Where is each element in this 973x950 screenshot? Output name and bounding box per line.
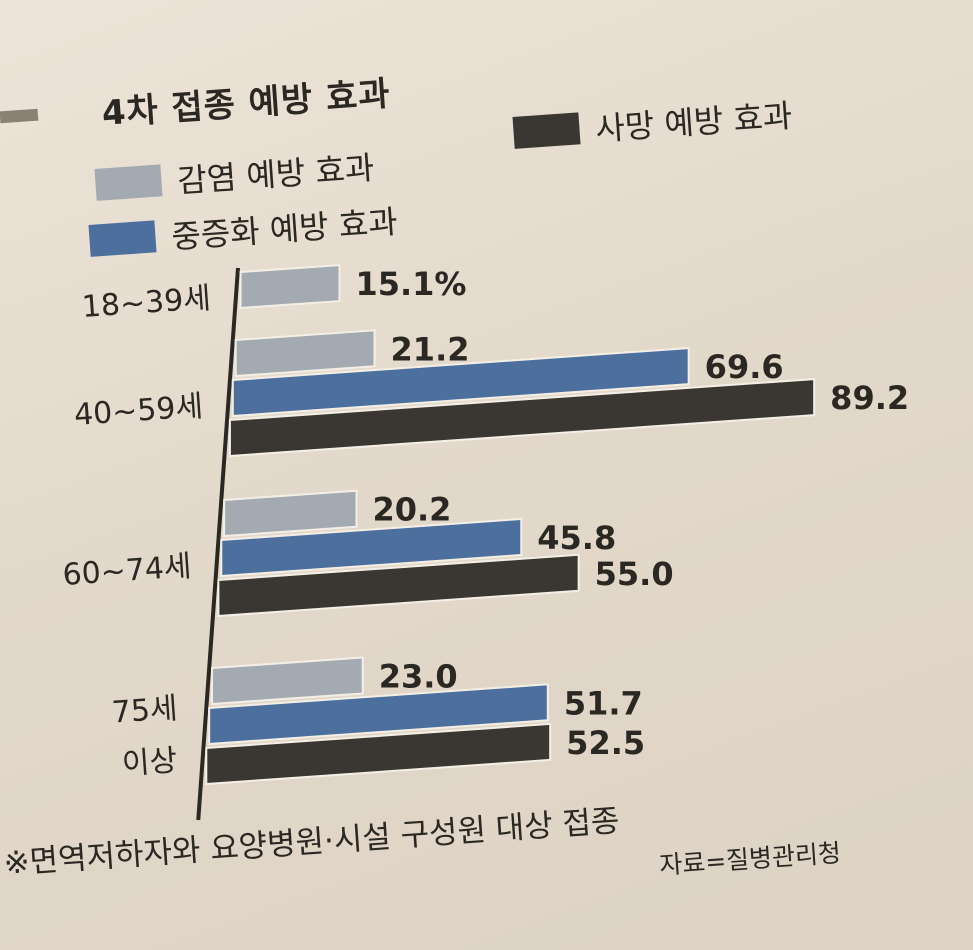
bar-severe-3 [208, 683, 549, 746]
category-label-3-line1: 이상 [121, 743, 179, 782]
bar-death-3 [205, 722, 552, 786]
bar-death-2 [217, 553, 580, 618]
y-axis-line [196, 267, 240, 821]
category-label-1: 40~59세 [73, 389, 204, 433]
data-label-severe-3: 51.7 [564, 684, 643, 722]
bar-severe-1 [231, 347, 690, 418]
data-label-death-2: 55.0 [595, 555, 674, 593]
bar-death-1 [228, 378, 816, 458]
bar-infection-1 [234, 329, 376, 378]
bar-severe-2 [220, 517, 523, 578]
data-label-infection-2: 20.2 [372, 491, 451, 529]
data-label-infection-3: 23.0 [379, 657, 458, 695]
bar-infection-3 [211, 656, 364, 706]
data-label-death-3: 52.5 [566, 724, 645, 762]
bar-infection-2 [223, 489, 358, 538]
category-label-3-line0: 75세 [111, 691, 179, 731]
category-label-2: 60~74세 [61, 549, 192, 593]
bar-infection-0 [239, 264, 341, 310]
data-label-infection-0: 15.1% [355, 265, 466, 303]
data-label-severe-1: 69.6 [705, 348, 784, 386]
data-label-infection-1: 21.2 [391, 330, 470, 368]
category-label-0: 18~39세 [81, 281, 212, 325]
data-label-severe-2: 45.8 [537, 519, 616, 557]
data-label-death-1: 89.2 [830, 379, 909, 417]
